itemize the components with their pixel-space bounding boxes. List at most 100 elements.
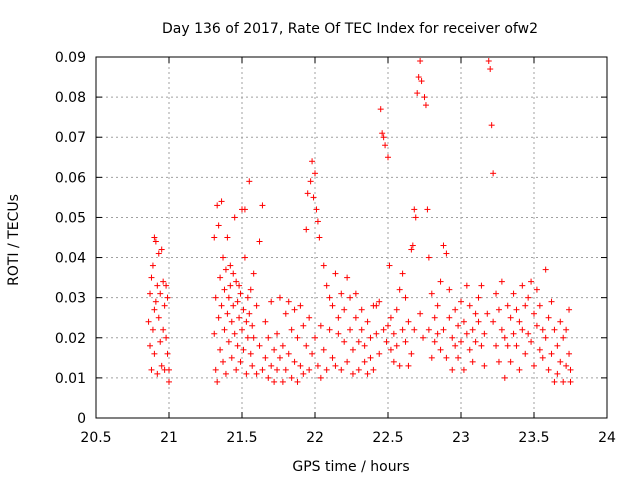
- data-point: [262, 318, 269, 325]
- data-point: [217, 346, 224, 353]
- data-point: [347, 326, 354, 333]
- data-point: [233, 366, 240, 373]
- data-point: [551, 378, 558, 385]
- data-point: [495, 306, 502, 313]
- data-point: [548, 350, 555, 357]
- data-point: [149, 262, 156, 269]
- data-point: [230, 270, 237, 277]
- data-point: [151, 306, 158, 313]
- data-point: [227, 282, 234, 289]
- data-point: [326, 294, 333, 301]
- data-point: [166, 378, 172, 385]
- data-point: [463, 282, 470, 289]
- data-point: [222, 266, 229, 273]
- data-point: [288, 326, 295, 333]
- data-point: [314, 218, 321, 225]
- data-point: [294, 378, 301, 385]
- data-point: [361, 342, 368, 349]
- data-point: [422, 102, 429, 109]
- data-point: [528, 338, 535, 345]
- data-point: [548, 298, 555, 305]
- data-point: [151, 234, 158, 241]
- data-point: [364, 370, 371, 377]
- data-point: [399, 326, 406, 333]
- data-point: [385, 154, 391, 161]
- data-point: [314, 362, 321, 369]
- data-point: [510, 290, 517, 297]
- plot-frame: [95, 56, 608, 419]
- data-point: [294, 334, 301, 341]
- data-point: [217, 274, 224, 281]
- data-point: [304, 190, 311, 197]
- data-point: [214, 202, 221, 209]
- data-point: [352, 290, 359, 297]
- data-point: [279, 378, 286, 385]
- data-point: [507, 314, 514, 321]
- data-point: [551, 326, 558, 333]
- data-point: [274, 330, 281, 337]
- data-point: [539, 354, 546, 361]
- data-point: [460, 366, 467, 373]
- data-point: [409, 242, 416, 249]
- data-point: [247, 350, 254, 357]
- data-point: [148, 274, 155, 281]
- data-point: [218, 198, 225, 205]
- data-point: [434, 330, 441, 337]
- data-point: [332, 270, 339, 277]
- data-point: [253, 302, 260, 309]
- data-point: [563, 362, 570, 369]
- data-point: [487, 66, 494, 73]
- data-point: [157, 338, 164, 345]
- data-point: [163, 334, 170, 341]
- data-point: [329, 302, 336, 309]
- data-point: [376, 350, 383, 357]
- data-point: [533, 286, 540, 293]
- gridlines: [96, 57, 607, 418]
- data-point: [239, 326, 245, 333]
- data-point: [265, 374, 272, 381]
- data-point: [408, 246, 415, 253]
- data-point: [545, 314, 552, 321]
- data-point: [225, 338, 232, 345]
- data-point: [370, 366, 377, 373]
- data-point: [446, 314, 453, 321]
- data-point: [317, 322, 324, 329]
- data-point: [358, 326, 365, 333]
- y-tick-label: 0.01: [55, 371, 86, 387]
- data-point: [393, 342, 400, 349]
- data-point: [236, 282, 243, 289]
- data-point: [221, 286, 228, 293]
- data-point: [306, 314, 313, 321]
- data-point: [250, 270, 257, 277]
- data-point: [566, 306, 573, 313]
- data-point: [158, 246, 165, 253]
- data-point: [300, 322, 307, 329]
- data-point: [221, 326, 228, 333]
- data-point: [285, 298, 292, 305]
- data-point: [211, 234, 218, 241]
- data-point: [154, 282, 161, 289]
- x-tick-label: 23.5: [518, 430, 549, 446]
- data-point: [542, 266, 549, 273]
- data-point: [158, 362, 165, 369]
- data-point: [276, 294, 283, 301]
- data-point: [390, 330, 397, 337]
- data-point: [519, 326, 526, 333]
- data-point: [425, 254, 432, 261]
- data-point: [387, 314, 394, 321]
- data-point: [297, 362, 304, 369]
- data-point: [560, 378, 567, 385]
- data-point: [291, 358, 298, 365]
- data-point: [341, 338, 348, 345]
- data-point: [446, 286, 453, 293]
- data-point: [316, 234, 323, 241]
- data-point: [166, 366, 172, 373]
- data-point: [288, 374, 295, 381]
- data-point: [501, 334, 508, 341]
- data-point: [560, 334, 567, 341]
- data-point: [501, 374, 508, 381]
- data-point: [349, 370, 356, 377]
- data-point: [386, 262, 393, 269]
- data-point: [230, 302, 237, 309]
